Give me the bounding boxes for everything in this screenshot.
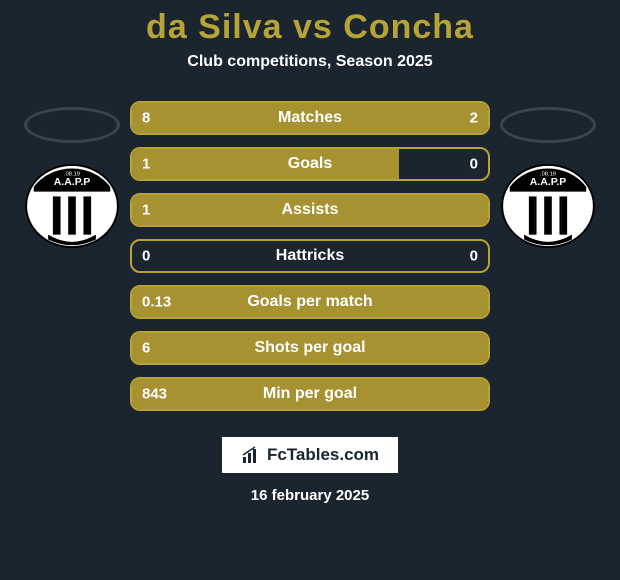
stat-value-left: 1 <box>142 202 150 219</box>
stat-value-left: 0.13 <box>142 294 171 311</box>
stat-value-left: 6 <box>142 340 150 357</box>
stat-value-left: 8 <box>142 110 150 127</box>
bar-fill-left <box>132 149 399 179</box>
stat-value-right: 0 <box>470 248 478 265</box>
svg-text:A.A.P.P: A.A.P.P <box>54 176 91 188</box>
svg-text:.08.19: .08.19 <box>540 171 556 177</box>
stat-value-left: 843 <box>142 386 167 403</box>
club-logo-right: A.A.P.P .08.19 <box>500 163 596 249</box>
club-logo-left: A.A.P.P .08.19 <box>24 163 120 249</box>
page-title: da Silva vs Concha <box>146 8 474 47</box>
stat-label: Goals per match <box>247 293 372 311</box>
right-side: A.A.P.P .08.19 <box>498 101 598 249</box>
stat-label: Shots per goal <box>254 339 365 357</box>
stat-bar: 0.13 Goals per match <box>130 285 490 319</box>
stat-label: Min per goal <box>263 385 357 403</box>
stat-bar: 1 Assists <box>130 193 490 227</box>
comparison-card: da Silva vs Concha Club competitions, Se… <box>0 0 620 580</box>
stat-label: Assists <box>282 201 339 219</box>
stat-bar: 843 Min per goal <box>130 377 490 411</box>
bar-fill-left <box>132 103 417 133</box>
stat-bar: 0 0 Hattricks <box>130 239 490 273</box>
content-row: A.A.P.P .08.19 8 2 Matches 1 0 Goals 1 Assists 0… <box>0 101 620 411</box>
player-silhouette-right <box>500 107 596 143</box>
chart-icon <box>241 445 261 465</box>
stat-value-left: 1 <box>142 156 150 173</box>
stat-bar: 6 Shots per goal <box>130 331 490 365</box>
stat-value-right: 0 <box>470 156 478 173</box>
left-side: A.A.P.P .08.19 <box>22 101 122 249</box>
player-silhouette-left <box>24 107 120 143</box>
stat-label: Matches <box>278 109 342 127</box>
stat-label: Hattricks <box>276 247 344 265</box>
comparison-bars: 8 2 Matches 1 0 Goals 1 Assists 0 0 Hattricks 0.13 G… <box>130 101 490 411</box>
stat-bar: 1 0 Goals <box>130 147 490 181</box>
brand-text: FcTables.com <box>267 445 379 465</box>
svg-text:A.A.P.P: A.A.P.P <box>530 176 567 188</box>
svg-text:.08.19: .08.19 <box>64 171 80 177</box>
footer-date: 16 february 2025 <box>251 487 369 504</box>
stat-value-left: 0 <box>142 248 150 265</box>
page-subtitle: Club competitions, Season 2025 <box>187 53 432 71</box>
stat-bar: 8 2 Matches <box>130 101 490 135</box>
stat-value-right: 2 <box>470 110 478 127</box>
stat-label: Goals <box>288 155 332 173</box>
brand-badge: FcTables.com <box>222 437 398 473</box>
